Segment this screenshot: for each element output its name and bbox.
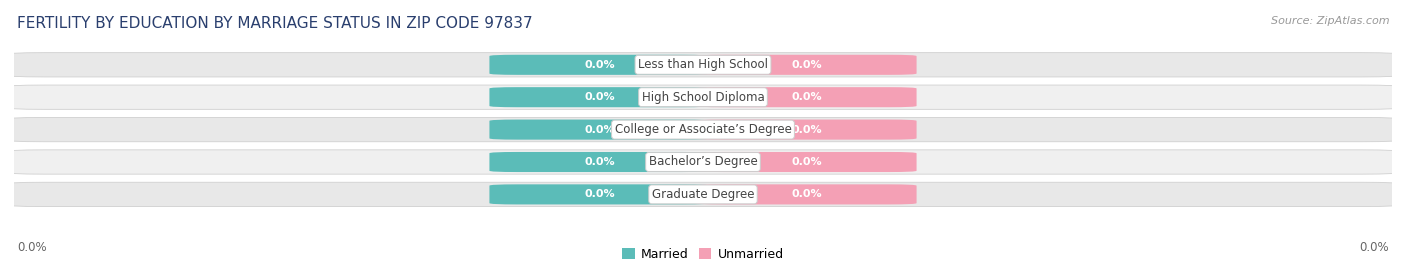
Text: 0.0%: 0.0% (17, 241, 46, 254)
Text: High School Diploma: High School Diploma (641, 91, 765, 104)
Text: 0.0%: 0.0% (585, 124, 614, 135)
Text: 0.0%: 0.0% (585, 157, 614, 167)
Text: Graduate Degree: Graduate Degree (652, 188, 754, 201)
FancyBboxPatch shape (489, 55, 710, 75)
Text: 0.0%: 0.0% (792, 92, 821, 102)
FancyBboxPatch shape (696, 152, 917, 172)
FancyBboxPatch shape (4, 182, 1402, 207)
FancyBboxPatch shape (4, 150, 1402, 174)
FancyBboxPatch shape (489, 87, 710, 107)
Text: Source: ZipAtlas.com: Source: ZipAtlas.com (1271, 16, 1389, 26)
FancyBboxPatch shape (489, 184, 710, 204)
Text: 0.0%: 0.0% (585, 189, 614, 200)
Text: 0.0%: 0.0% (1360, 241, 1389, 254)
Text: Bachelor’s Degree: Bachelor’s Degree (648, 156, 758, 168)
FancyBboxPatch shape (696, 184, 917, 204)
Text: 0.0%: 0.0% (792, 157, 821, 167)
Text: 0.0%: 0.0% (585, 92, 614, 102)
FancyBboxPatch shape (489, 152, 710, 172)
Text: College or Associate’s Degree: College or Associate’s Degree (614, 123, 792, 136)
FancyBboxPatch shape (489, 120, 710, 140)
Text: Less than High School: Less than High School (638, 58, 768, 71)
FancyBboxPatch shape (4, 85, 1402, 109)
Text: 0.0%: 0.0% (792, 60, 821, 70)
FancyBboxPatch shape (696, 55, 917, 75)
Text: 0.0%: 0.0% (792, 189, 821, 200)
FancyBboxPatch shape (4, 117, 1402, 142)
FancyBboxPatch shape (4, 53, 1402, 77)
Text: FERTILITY BY EDUCATION BY MARRIAGE STATUS IN ZIP CODE 97837: FERTILITY BY EDUCATION BY MARRIAGE STATU… (17, 16, 533, 31)
Legend: Married, Unmarried: Married, Unmarried (617, 243, 789, 266)
Text: 0.0%: 0.0% (585, 60, 614, 70)
FancyBboxPatch shape (696, 87, 917, 107)
FancyBboxPatch shape (696, 120, 917, 140)
Text: 0.0%: 0.0% (792, 124, 821, 135)
